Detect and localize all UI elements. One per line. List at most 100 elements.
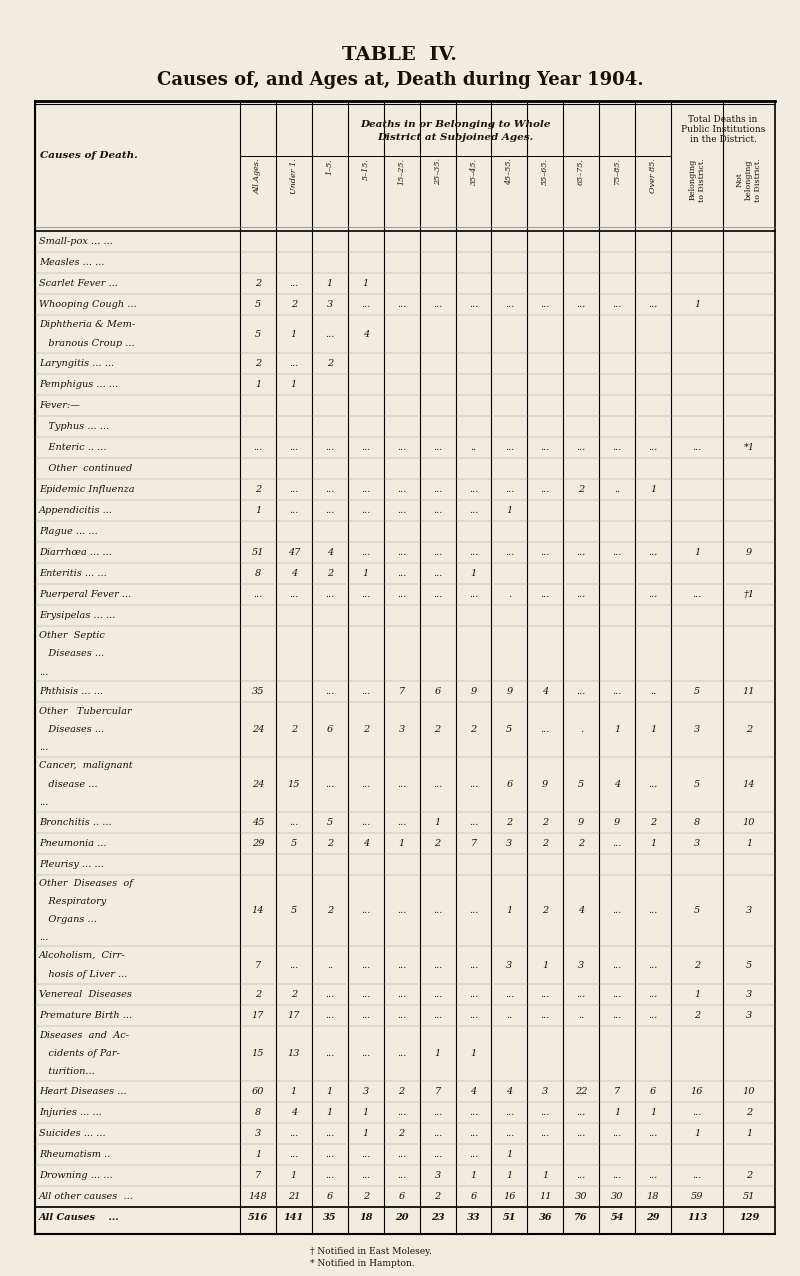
Text: ...: ... [692,1171,702,1180]
Text: Other   Tubercular: Other Tubercular [39,707,132,716]
Text: ...: ... [397,485,406,494]
Text: ...: ... [433,1011,442,1020]
Text: Alcoholism,  Cirr-: Alcoholism, Cirr- [39,951,126,960]
Text: ...: ... [541,443,550,452]
Text: 6: 6 [326,725,333,734]
Text: † Notified in East Molesey.: † Notified in East Molesey. [310,1247,432,1256]
Text: 1: 1 [470,569,477,578]
Text: 6: 6 [398,1192,405,1201]
Text: Causes of, and Ages at, Death during Year 1904.: Causes of, and Ages at, Death during Yea… [157,71,643,89]
Text: 1: 1 [434,818,441,827]
Text: 35–45.: 35–45. [470,158,478,185]
Text: 15: 15 [252,1049,264,1058]
Text: 1: 1 [290,1087,297,1096]
Text: 2: 2 [290,300,297,309]
Text: 6: 6 [434,688,441,697]
Text: Pemphigus ... ...: Pemphigus ... ... [39,380,118,389]
Text: Scarlet Fever ...: Scarlet Fever ... [39,279,118,288]
Text: Not
belonging
to District.: Not belonging to District. [736,158,762,202]
Text: 36: 36 [538,1213,552,1222]
Text: TABLE  IV.: TABLE IV. [342,46,458,64]
Text: disease ...: disease ... [39,780,98,789]
Text: 2: 2 [362,725,369,734]
Text: Pneumonia ...: Pneumonia ... [39,838,106,847]
Text: 1: 1 [434,1049,441,1058]
Text: turition...: turition... [39,1067,94,1076]
Text: ...: ... [505,549,514,558]
Text: 1: 1 [650,485,656,494]
Text: ...: ... [541,549,550,558]
Text: 5: 5 [746,961,752,970]
Text: ...: ... [648,990,658,999]
Text: 3: 3 [542,1087,549,1096]
Text: Belonging
to District.: Belonging to District. [688,158,706,202]
Text: ...: ... [361,1011,370,1020]
Text: 14: 14 [252,906,264,915]
Text: ...: ... [433,990,442,999]
Text: Under 1.: Under 1. [290,158,298,194]
Text: ...: ... [577,300,586,309]
Text: Enteric .. ...: Enteric .. ... [39,443,106,452]
Text: ...: ... [692,443,702,452]
Text: 1: 1 [694,300,700,309]
Text: Injuries ... ...: Injuries ... ... [39,1108,102,1116]
Text: 5: 5 [578,780,584,789]
Text: 75–85.: 75–85. [613,158,621,185]
Text: ...: ... [505,1108,514,1116]
Text: 2: 2 [434,725,441,734]
Text: 10: 10 [742,818,755,827]
Text: 13: 13 [288,1049,300,1058]
Text: ...: ... [469,780,478,789]
Text: 2: 2 [434,1192,441,1201]
Text: ...: ... [361,443,370,452]
Text: 7: 7 [255,961,261,970]
Text: 6: 6 [326,1192,333,1201]
Text: 3: 3 [326,300,333,309]
Text: ...: ... [289,591,298,600]
Text: ...: ... [541,300,550,309]
Text: 21: 21 [288,1192,300,1201]
Text: ...: ... [397,906,406,915]
Text: 1: 1 [506,1171,513,1180]
Text: 8: 8 [255,569,261,578]
Text: All Ages.: All Ages. [254,158,262,194]
Text: ...: ... [39,798,48,806]
Text: Phthisis ... ...: Phthisis ... ... [39,688,103,697]
Text: ...: ... [361,507,370,516]
Text: ...: ... [648,961,658,970]
Text: ...: ... [361,990,370,999]
Text: 1: 1 [326,1108,333,1116]
Text: 1: 1 [290,380,297,389]
Text: 45: 45 [252,818,264,827]
Text: Public Institutions: Public Institutions [681,125,765,134]
Text: 4: 4 [542,688,549,697]
Text: ...: ... [325,688,334,697]
Text: 16: 16 [690,1087,703,1096]
Text: 2: 2 [578,838,584,847]
Text: ...: ... [613,688,622,697]
Text: ...: ... [361,549,370,558]
Text: 1: 1 [542,961,549,970]
Text: 59: 59 [690,1192,703,1201]
Text: Total Deaths in: Total Deaths in [688,115,758,124]
Text: ...: ... [361,1150,370,1159]
Text: ...: ... [397,569,406,578]
Text: 1: 1 [470,1171,477,1180]
Text: Heart Diseases ...: Heart Diseases ... [39,1087,126,1096]
Text: Other  continued: Other continued [39,464,132,473]
Text: 1: 1 [255,1150,261,1159]
Text: 30: 30 [611,1192,623,1201]
Text: ...: ... [289,485,298,494]
Text: ...: ... [541,1011,550,1020]
Text: ...: ... [325,1171,334,1180]
Text: ...: ... [325,1049,334,1058]
Text: Puerperal Fever ...: Puerperal Fever ... [39,591,131,600]
Text: 5: 5 [326,818,333,827]
Text: 60: 60 [252,1087,264,1096]
Text: ...: ... [648,1171,658,1180]
Text: 6: 6 [470,1192,477,1201]
Text: ...: ... [397,1011,406,1020]
Text: 141: 141 [284,1213,304,1222]
Text: ...: ... [505,443,514,452]
Text: ...: ... [397,591,406,600]
